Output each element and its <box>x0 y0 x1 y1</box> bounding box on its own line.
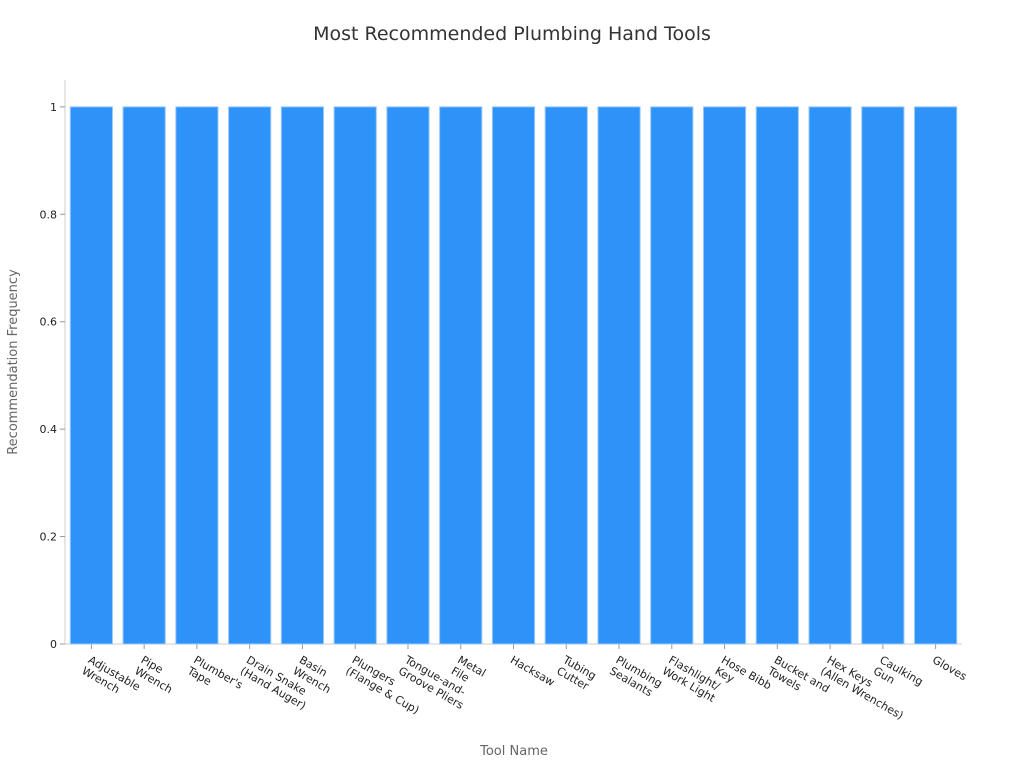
x-tick-label: Flashlight/Work Light <box>660 653 724 705</box>
x-tick-label: Hose BibbKey <box>713 653 774 703</box>
x-tick-label: AdjustableWrench <box>80 653 143 704</box>
bar <box>650 106 694 645</box>
bar <box>544 106 588 645</box>
x-tick-label: PipeWrench <box>132 653 181 696</box>
bar <box>175 106 219 645</box>
bar <box>914 106 958 645</box>
y-tick-label: 1 <box>50 101 57 114</box>
y-tick-label: 0 <box>50 638 57 651</box>
y-tick-label: 0.4 <box>40 423 58 436</box>
x-tick-label: CaulkingGun <box>871 653 925 699</box>
x-tick-label: Gloves <box>930 653 969 683</box>
bar <box>122 106 166 645</box>
chart-title: Most Recommended Plumbing Hand Tools <box>313 23 711 45</box>
x-tick-label: TubingCutter <box>554 653 599 694</box>
bar <box>280 106 325 645</box>
y-tick-label: 0.8 <box>40 208 58 221</box>
y-axis-label: Recommendation Frequency <box>6 269 21 455</box>
x-tick-label: Bucket andTowels <box>765 653 832 707</box>
y-tick-label: 0.2 <box>40 531 58 544</box>
bar <box>333 106 377 645</box>
bar <box>702 106 747 645</box>
bar <box>755 106 799 645</box>
bar <box>491 106 536 645</box>
x-tick-label: Plumber'sTape <box>184 653 245 703</box>
bar <box>597 106 641 645</box>
bar <box>861 106 905 645</box>
bar <box>808 106 852 645</box>
x-tick-label: Hacksaw <box>508 653 557 689</box>
y-tick-label: 0.6 <box>40 316 58 329</box>
bar <box>69 106 113 645</box>
bar <box>228 106 272 645</box>
bar <box>439 106 483 645</box>
bar <box>386 106 430 645</box>
x-axis-label: Tool Name <box>479 744 548 759</box>
x-tick-label: PlumbingSealants <box>607 653 664 701</box>
